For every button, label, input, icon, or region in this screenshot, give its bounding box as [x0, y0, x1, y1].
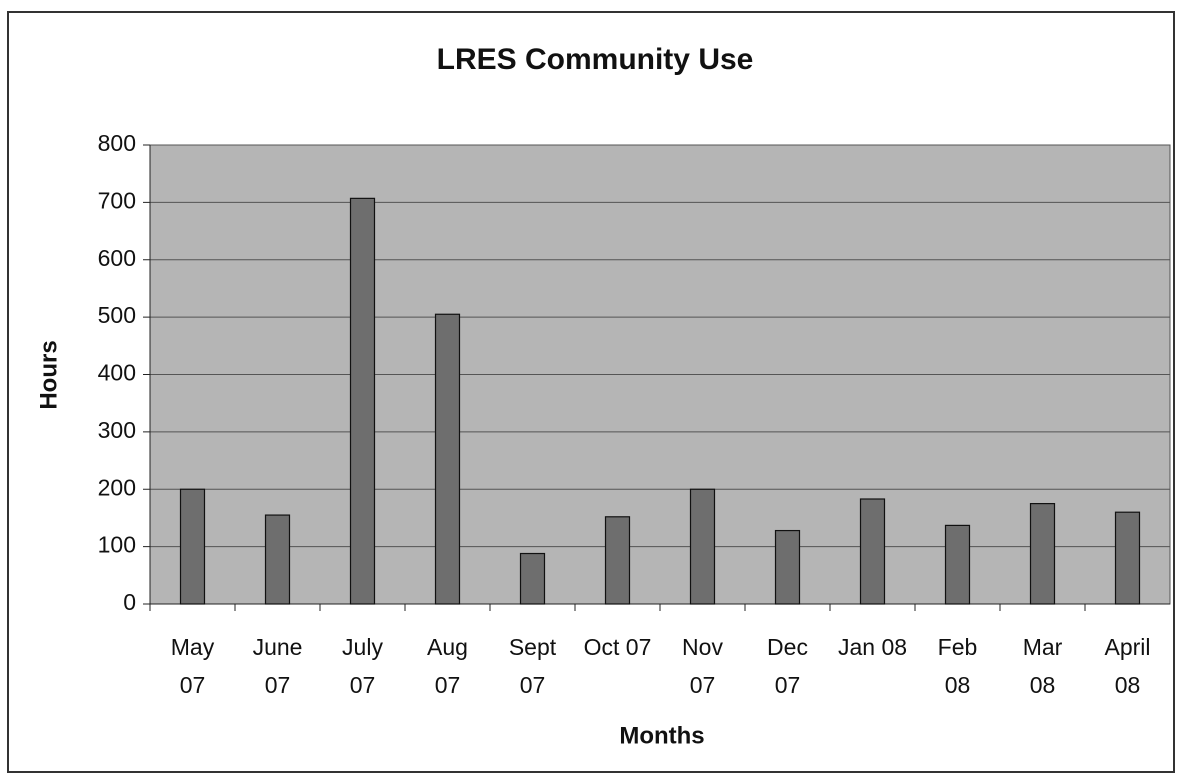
x-tick-label: May 07 [170, 634, 215, 698]
y-tick-label: 100 [98, 532, 136, 558]
chart-title: LRES Community Use [437, 43, 754, 76]
x-tick-label: Dec 07 [767, 634, 808, 698]
bar [179, 488, 206, 605]
y-tick-label: 200 [98, 474, 136, 500]
x-tick-label: July 07 [342, 634, 383, 698]
y-tick-label: 300 [98, 417, 136, 443]
y-tick-label: 0 [123, 589, 136, 615]
bar [1029, 502, 1056, 605]
x-tick-label: Aug 07 [427, 634, 468, 698]
y-tick-label: 500 [98, 302, 136, 328]
y-tick-label: 400 [98, 360, 136, 386]
y-tick-label: 600 [98, 245, 136, 271]
bar [944, 524, 971, 605]
bar [689, 488, 716, 605]
x-tick-label: Nov 07 [682, 634, 723, 698]
bar [519, 552, 546, 605]
x-tick-label: Jan 08 [837, 634, 908, 660]
x-tick-label: June 07 [252, 634, 303, 698]
y-tick-label: 800 [98, 130, 136, 156]
bar [349, 197, 376, 605]
x-tick-label: Feb 08 [937, 634, 978, 698]
bar [1114, 511, 1141, 605]
x-tick-label: Sept 07 [508, 634, 557, 698]
x-tick-label: Oct 07 [583, 634, 652, 660]
bar [859, 498, 886, 605]
x-axis-label: Months [619, 722, 704, 749]
bar [604, 516, 631, 605]
x-tick-label: April 08 [1104, 634, 1151, 698]
y-axis-label: Hours [35, 340, 62, 409]
y-tick-label: 700 [98, 187, 136, 213]
bar [434, 313, 461, 605]
bar [264, 514, 291, 605]
x-tick-label: Mar 08 [1022, 634, 1063, 698]
bar [774, 529, 801, 605]
